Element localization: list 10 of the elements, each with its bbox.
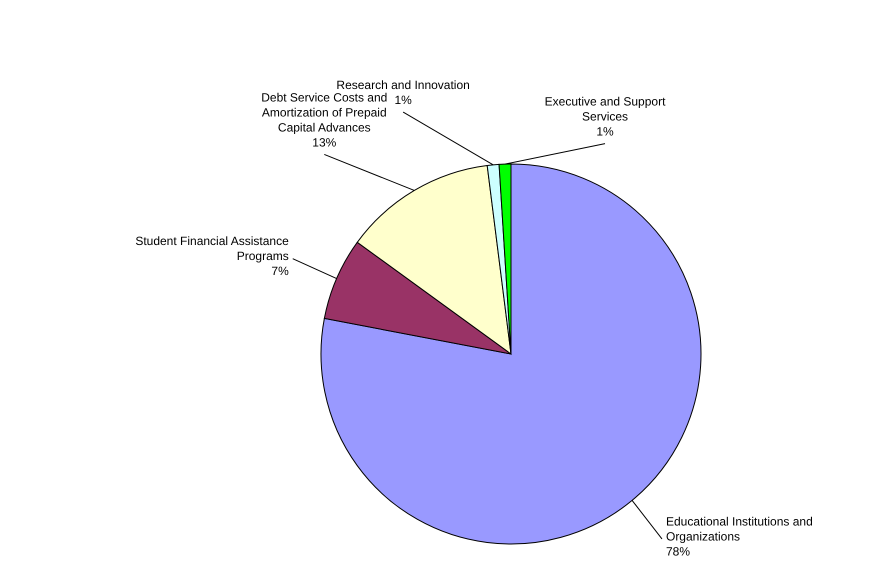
- slice-label: Research and Innovation: [336, 78, 470, 92]
- data-label: 1%: [596, 124, 614, 139]
- data-label: 78%: [666, 544, 690, 558]
- slice-label: Student Financial Assistance Programs: [135, 234, 290, 264]
- data-label: 7%: [271, 264, 290, 278]
- data-label: 1%: [394, 93, 412, 108]
- slice-label: Educational Institutions and Organizations: [666, 514, 813, 544]
- slice-label: Debt Service Costs and Amortization of Prepaid Capital Advances: [261, 90, 388, 134]
- slice-label: Executive and Support Services: [544, 94, 666, 124]
- data-label: 13%: [312, 135, 337, 150]
